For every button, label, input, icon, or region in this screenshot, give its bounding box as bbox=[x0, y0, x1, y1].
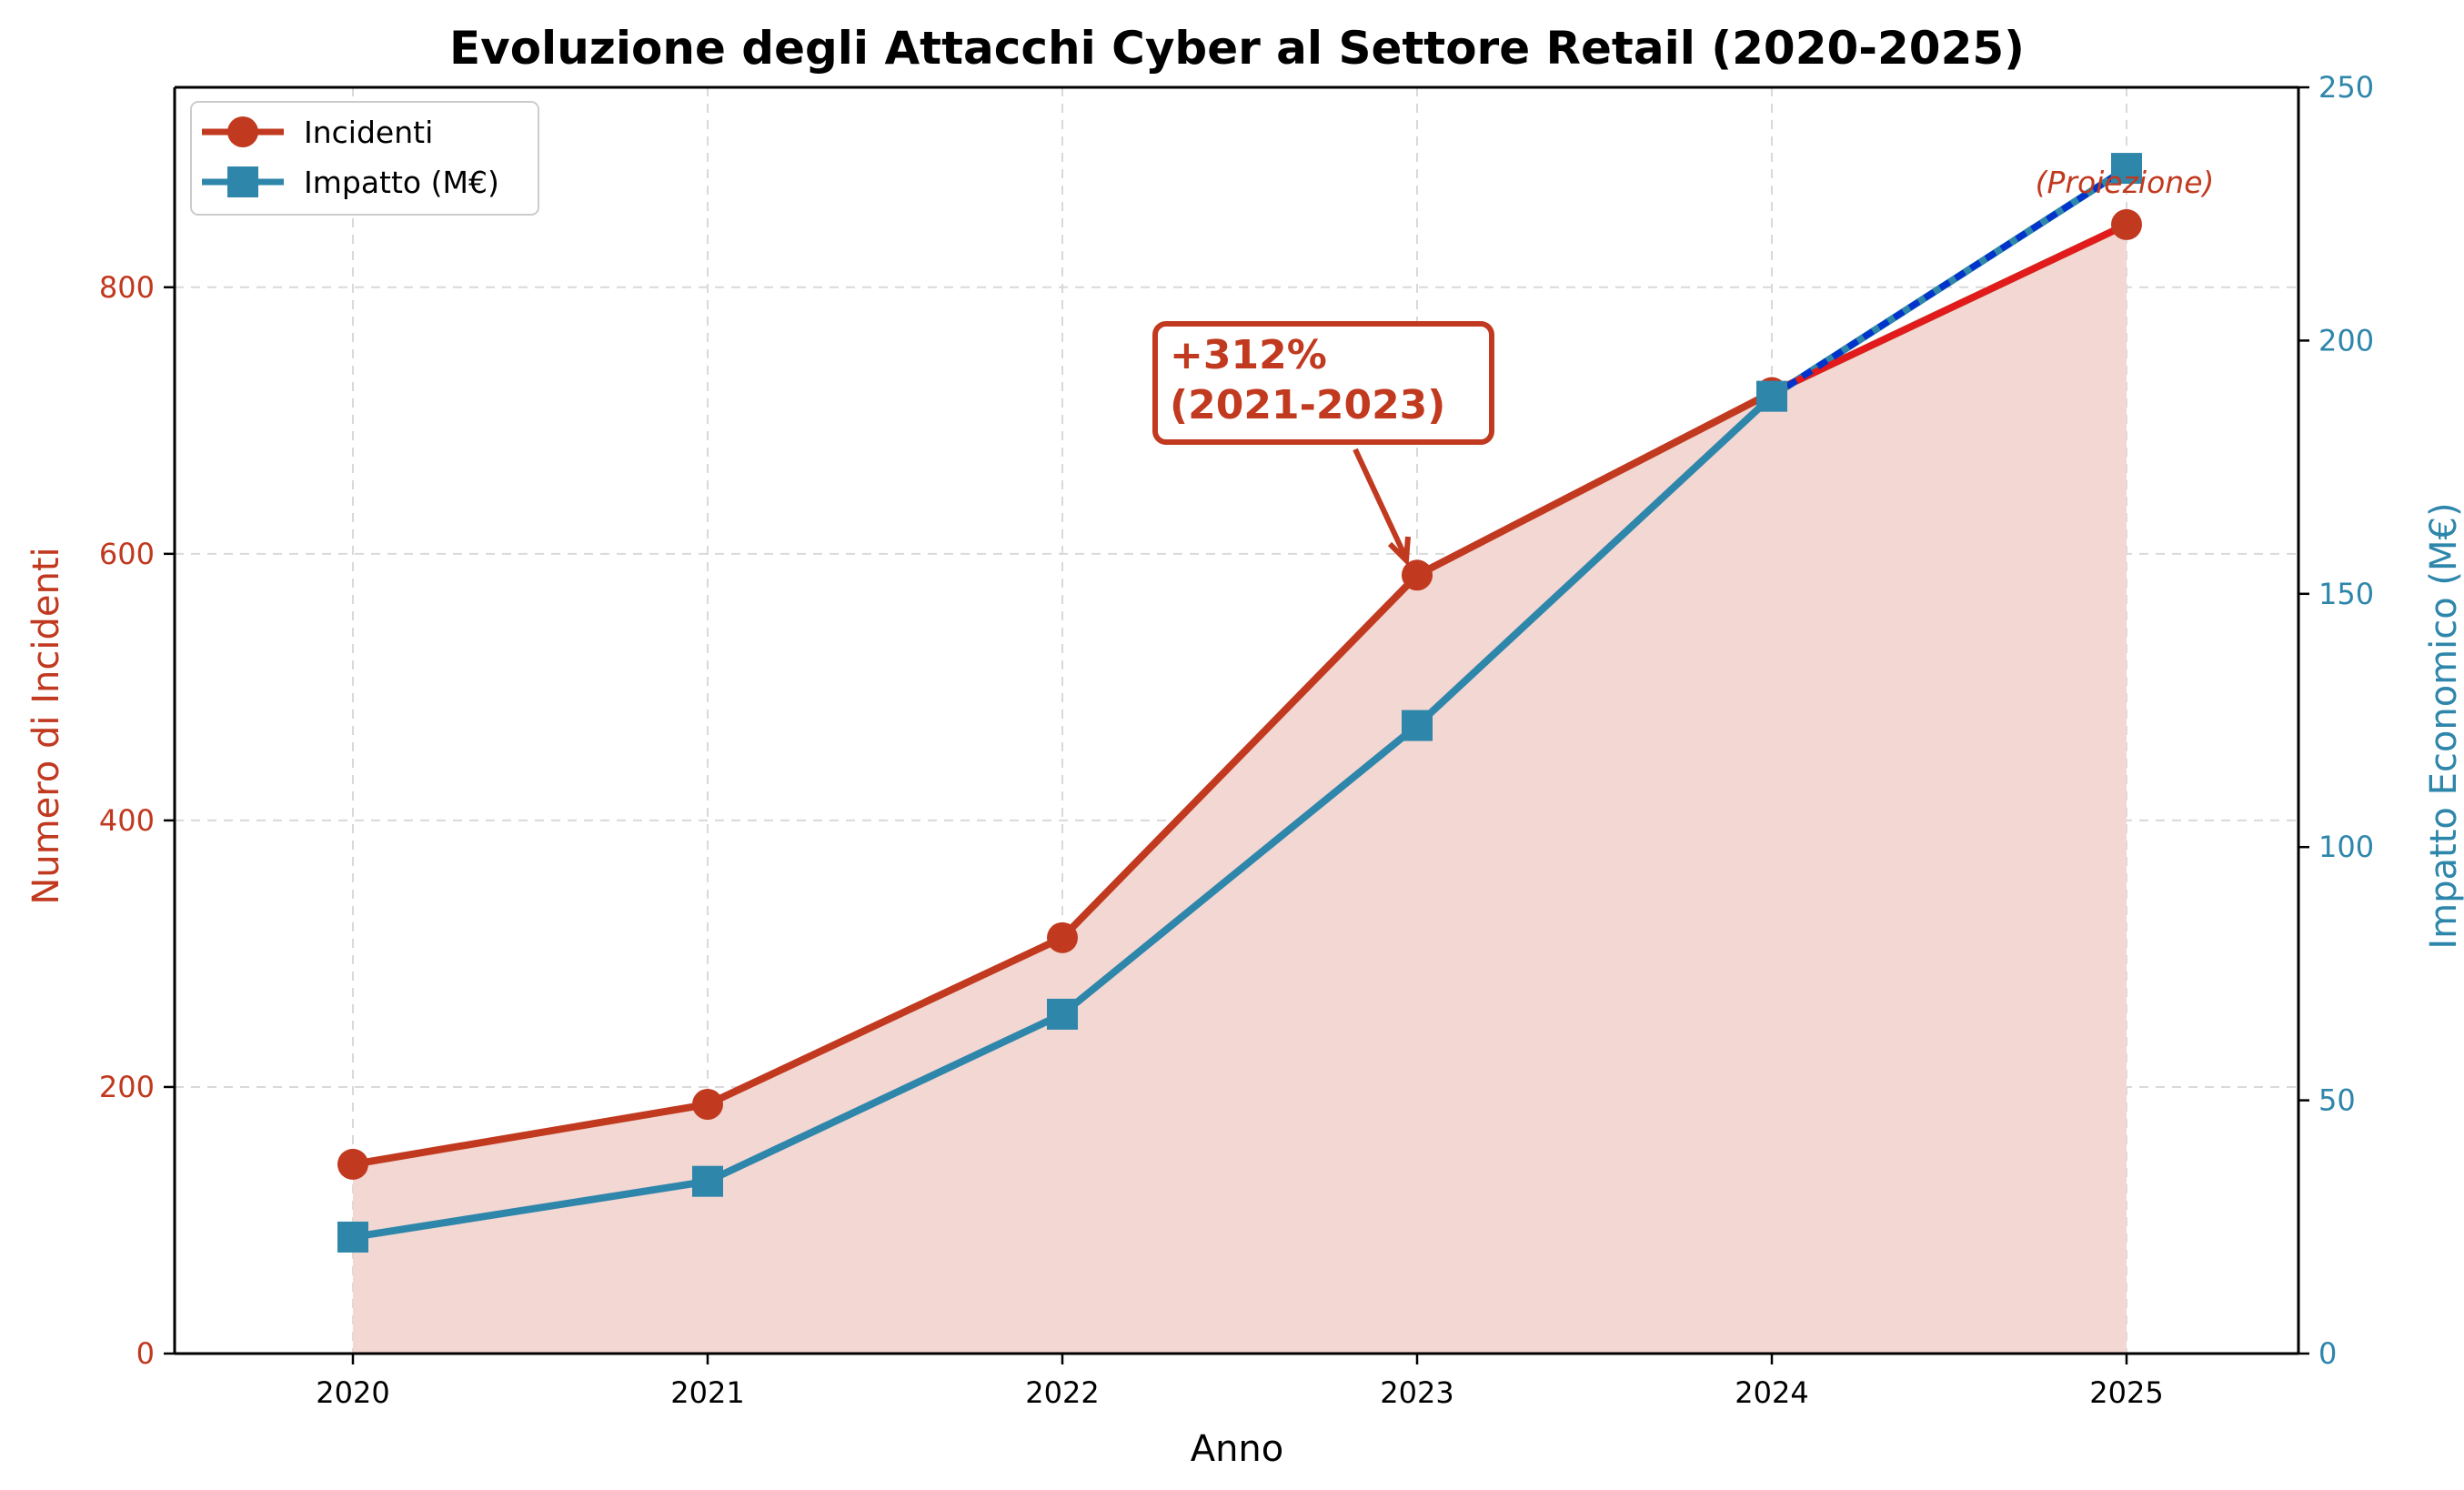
y-right-tick-label-50: 50 bbox=[2318, 1083, 2356, 1118]
legend-marker-impatto bbox=[227, 166, 258, 197]
impatto-point-2024 bbox=[1756, 380, 1787, 412]
legend-label-incidenti: Incidenti bbox=[304, 115, 433, 150]
chart-title: Evoluzione degli Attacchi Cyber al Setto… bbox=[449, 22, 2025, 75]
x-axis-label: Anno bbox=[1191, 1428, 1284, 1470]
annotation-arrowhead bbox=[1387, 536, 1411, 567]
y-left-tick-label-200: 200 bbox=[99, 1070, 155, 1104]
y-right-tick-label-100: 100 bbox=[2318, 830, 2374, 864]
y-axis-label-right: Impatto Economico (M€) bbox=[2423, 502, 2464, 949]
projection-label: (Proiezione) bbox=[2036, 165, 2215, 200]
incidenti-point-2021 bbox=[692, 1088, 723, 1120]
impatto-point-2022 bbox=[1047, 998, 1078, 1030]
x-tick-label-2020: 2020 bbox=[316, 1375, 389, 1410]
legend-marker-incidenti bbox=[227, 116, 258, 147]
legend-label-impatto: Impatto (M€) bbox=[304, 165, 499, 200]
incidenti-point-2025 bbox=[2111, 208, 2142, 240]
annotation-line2: (2021-2023) bbox=[1170, 382, 1445, 428]
incidenti-point-2022 bbox=[1047, 921, 1078, 953]
incidenti-area-fill bbox=[353, 224, 2127, 1354]
incidenti-projection-line bbox=[1770, 221, 2128, 396]
y-left-tick-label-600: 600 bbox=[99, 537, 155, 571]
y-axis-label-left: Numero di Incidenti bbox=[25, 547, 67, 904]
y-left-tick-label-400: 400 bbox=[99, 803, 155, 838]
x-tick-label-2025: 2025 bbox=[2089, 1375, 2163, 1410]
impatto-point-2020 bbox=[337, 1221, 368, 1253]
annotation-box bbox=[1152, 321, 1494, 445]
impatto-point-2023 bbox=[1402, 710, 1433, 741]
impatto-projection-line bbox=[1770, 166, 2128, 399]
annotation-line1: +312% bbox=[1170, 332, 1327, 378]
x-tick-label-2024: 2024 bbox=[1735, 1375, 1808, 1410]
annotation: +312% (2021-2023) bbox=[1152, 321, 1494, 567]
incidenti-point-2020 bbox=[337, 1148, 368, 1180]
y-left-tick-label-0: 0 bbox=[136, 1336, 155, 1371]
y-left-tick-label-800: 800 bbox=[99, 270, 155, 305]
incidenti-point-2023 bbox=[1402, 559, 1433, 591]
series-markers bbox=[337, 153, 2142, 1253]
impatto-line bbox=[352, 165, 2129, 1241]
axes bbox=[173, 86, 2300, 1355]
x-tick-label-2023: 2023 bbox=[1380, 1375, 1453, 1410]
x-tick-label-2021: 2021 bbox=[670, 1375, 744, 1410]
legend: Incidenti Impatto (M€) bbox=[190, 101, 539, 216]
fill-layer bbox=[353, 224, 2127, 1354]
series-lines bbox=[352, 165, 2129, 1241]
y-right-tick-label-250: 250 bbox=[2318, 70, 2374, 105]
impatto-point-2025 bbox=[2111, 153, 2142, 185]
annotation-arrow bbox=[1353, 448, 1408, 559]
ticks: 2020 2021 2022 2023 2024 2025 0 200 400 600 800 0 50… bbox=[99, 70, 2374, 1410]
y-right-tick-label-200: 200 bbox=[2318, 323, 2374, 357]
y-right-tick-label-0: 0 bbox=[2318, 1336, 2337, 1371]
impatto-point-2021 bbox=[692, 1165, 723, 1197]
x-tick-label-2022: 2022 bbox=[1025, 1375, 1099, 1410]
y-right-tick-label-150: 150 bbox=[2318, 577, 2374, 611]
